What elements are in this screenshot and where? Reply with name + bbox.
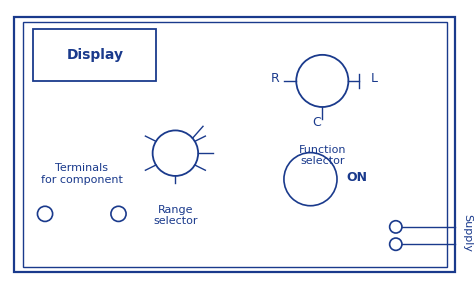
Ellipse shape [291, 159, 330, 199]
Bar [23, 21, 447, 268]
Ellipse shape [284, 153, 337, 206]
Ellipse shape [111, 206, 126, 221]
Text: Function
selector: Function selector [299, 144, 346, 166]
Text: Terminals
for component: Terminals for component [41, 163, 123, 185]
Ellipse shape [37, 206, 53, 221]
Ellipse shape [390, 221, 402, 233]
Text: ON: ON [346, 171, 367, 184]
Text: R: R [271, 72, 279, 84]
Text: C: C [312, 116, 321, 129]
Text: Range
selector: Range selector [153, 205, 198, 226]
Bar [14, 17, 455, 272]
Bar [33, 29, 156, 81]
Text: Display: Display [66, 48, 123, 62]
Ellipse shape [390, 238, 402, 250]
Ellipse shape [296, 55, 348, 107]
Text: L: L [371, 72, 378, 84]
Ellipse shape [297, 166, 324, 192]
Text: Supply: Supply [462, 214, 472, 252]
Ellipse shape [153, 130, 198, 176]
